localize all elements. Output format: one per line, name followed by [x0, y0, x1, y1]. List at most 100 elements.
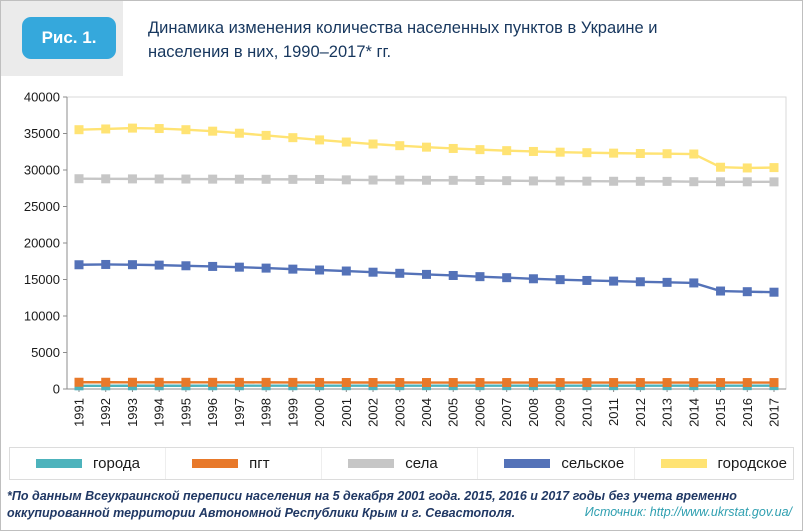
y-axis-label: 30000: [24, 163, 60, 178]
data-point: [448, 143, 458, 153]
data-point: [127, 123, 137, 133]
data-point: [448, 270, 458, 280]
y-axis-label: 15000: [24, 272, 60, 287]
data-point: [582, 148, 592, 158]
data-point: [609, 276, 619, 286]
legend-swatch: [192, 459, 239, 468]
data-point: [528, 274, 538, 284]
x-axis-label: 1995: [178, 398, 193, 427]
data-point: [609, 148, 619, 158]
y-axis-label: 25000: [24, 199, 60, 214]
data-point: [181, 125, 191, 135]
legend-item-села: села: [321, 448, 477, 479]
data-point: [502, 273, 512, 283]
line-chart: 0 5000 10000 15000 20000 25000 30000 35000 40000…: [24, 90, 787, 427]
data-point: [181, 261, 191, 271]
data-point: [716, 378, 726, 388]
data-point: [555, 176, 565, 186]
footnote-line1: *По данным Всеукраинской переписи населе…: [7, 489, 737, 503]
data-point: [74, 377, 84, 387]
data-point: [127, 260, 137, 270]
data-point: [341, 137, 351, 147]
y-axis-label: 5000: [31, 345, 60, 360]
legend-label: сельское: [561, 455, 625, 472]
data-point: [769, 287, 779, 297]
data-point: [742, 287, 752, 297]
data-point: [555, 147, 565, 157]
data-point: [234, 262, 244, 272]
x-axis-label: 2017: [767, 398, 782, 427]
legend-swatch: [504, 459, 551, 468]
x-axis-label: 2011: [606, 398, 621, 426]
data-point: [422, 175, 431, 185]
source-link[interactable]: Источник: http://www.ukrstat.gov.ua/: [584, 504, 792, 519]
data-point: [368, 378, 378, 388]
plot-border: [66, 96, 787, 390]
data-point: [475, 145, 485, 155]
data-point: [742, 163, 752, 173]
data-point: [181, 174, 191, 184]
data-point: [234, 128, 244, 138]
data-point: [635, 176, 645, 186]
data-point: [662, 378, 672, 388]
data-point: [582, 176, 592, 186]
x-axis-label: 2000: [312, 398, 327, 427]
figure-number-badge: Рис. 1.: [22, 17, 116, 59]
x-axis-label: 2004: [419, 398, 434, 427]
data-point: [101, 377, 111, 387]
legend-item-города: города: [10, 448, 165, 479]
legend-swatch: [36, 459, 82, 468]
x-axis-label: 1992: [98, 398, 113, 427]
legend-label: города: [93, 455, 140, 472]
data-point: [395, 268, 405, 278]
x-axis-label: 2015: [713, 398, 728, 427]
data-point: [368, 175, 378, 185]
data-point: [769, 163, 779, 173]
figure-header: Рис. 1. Динамика изменения количества на…: [1, 1, 802, 85]
x-axis-label: 1993: [125, 398, 140, 427]
data-point: [181, 377, 191, 387]
data-point: [769, 177, 779, 187]
data-point: [555, 275, 565, 285]
data-point: [101, 174, 111, 184]
figure-title-line2: населения в них, 1990–2017* гг.: [148, 42, 392, 61]
data-point: [368, 267, 378, 277]
x-axis-label: 1996: [205, 398, 220, 427]
figure-title: Динамика изменения количества населенных…: [148, 1, 802, 65]
x-axis-label: 2012: [633, 398, 648, 427]
data-point: [315, 377, 325, 387]
legend-label: городское: [717, 455, 788, 472]
data-point: [154, 260, 164, 270]
data-point: [502, 176, 512, 186]
data-point: [716, 177, 726, 187]
x-axis-label: 2007: [499, 398, 514, 427]
data-point: [689, 378, 699, 388]
data-point: [368, 139, 378, 149]
data-point: [261, 174, 271, 184]
data-point: [582, 275, 592, 285]
data-point: [395, 141, 405, 151]
x-axis-label: 2009: [553, 398, 568, 427]
x-axis-label: 2016: [740, 398, 755, 427]
data-point: [609, 378, 619, 388]
data-point: [395, 175, 405, 185]
data-point: [154, 174, 164, 184]
data-point: [422, 378, 431, 388]
y-axis-label: 0: [53, 382, 60, 397]
data-point: [74, 125, 84, 135]
data-point: [475, 175, 485, 185]
data-point: [261, 130, 271, 140]
footnote: *По данным Всеукраинской переписи населе…: [1, 483, 802, 522]
data-point: [662, 277, 672, 287]
figure-title-line1: Динамика изменения количества населенных…: [148, 19, 658, 37]
footnote-line2: оккупированной территории Автономной Рес…: [7, 505, 516, 520]
data-point: [716, 162, 726, 172]
data-point: [315, 135, 325, 145]
data-point: [528, 176, 538, 186]
data-point: [234, 377, 244, 387]
legend-item-сельское: сельское: [477, 448, 633, 479]
x-axis-label: 2014: [686, 398, 701, 427]
data-point: [716, 286, 726, 296]
data-point: [635, 378, 645, 388]
data-point: [395, 378, 405, 388]
